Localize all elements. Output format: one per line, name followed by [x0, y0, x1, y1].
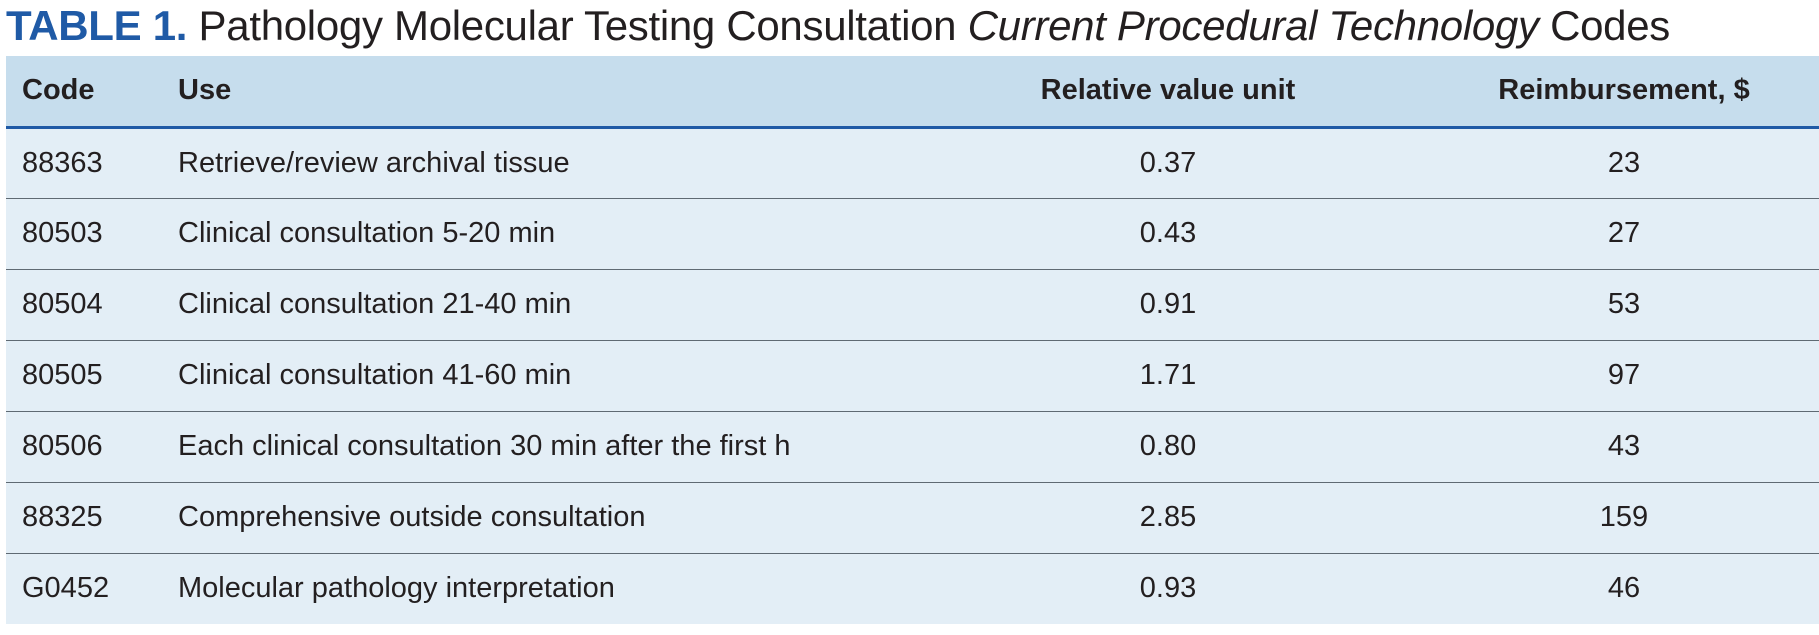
cpt-codes-table: Code Use Relative value unit Reimburseme… — [6, 56, 1819, 624]
table-row: 80506 Each clinical consultation 30 min … — [6, 411, 1819, 483]
cell-rvu: 0.43 — [907, 198, 1429, 270]
table-row: 80504 Clinical consultation 21-40 min 0.… — [6, 269, 1819, 341]
header-use: Use — [162, 56, 907, 129]
table-row: 88363 Retrieve/review archival tissue 0.… — [6, 127, 1819, 199]
cell-code: 80505 — [6, 340, 162, 412]
cell-code: 88363 — [6, 127, 162, 199]
cell-reimbursement: 53 — [1429, 269, 1819, 341]
table-row: 80503 Clinical consultation 5-20 min 0.4… — [6, 198, 1819, 270]
cell-rvu: 0.93 — [1139, 572, 1197, 605]
cell-code: 88325 — [6, 482, 162, 554]
table-row: G0452 Molecular pathology interpretation… — [6, 553, 1819, 624]
cell-reimbursement: 27 — [1429, 198, 1819, 270]
cell-use: Clinical consultation 5-20 min — [162, 198, 907, 270]
header-reimbursement: Reimbursement, $ — [1429, 56, 1819, 129]
cell-reimbursement: 46 — [1607, 572, 1641, 605]
cell-code: G0452 — [22, 572, 110, 605]
cell-reimbursement: 159 — [1429, 482, 1819, 554]
cell-use: Comprehensive outside consultation — [162, 482, 907, 554]
table-title: TABLE 1. Pathology Molecular Testing Con… — [6, 0, 1670, 54]
table-number: TABLE 1. — [6, 2, 188, 49]
cell-code: 80506 — [6, 411, 162, 483]
cell-reimbursement: 23 — [1429, 127, 1819, 199]
cell-use: Clinical consultation 21-40 min — [162, 269, 907, 341]
cell-rvu: 0.37 — [907, 127, 1429, 199]
cell-rvu: 0.80 — [907, 411, 1429, 483]
header-code: Code — [6, 56, 162, 129]
header-rvu: Relative value unit — [907, 56, 1429, 129]
cell-use: Each clinical consultation 30 min after … — [162, 411, 907, 483]
table-row: 88325 Comprehensive outside consultation… — [6, 482, 1819, 554]
title-text-end: Codes — [1550, 2, 1670, 49]
cell-use: Clinical consultation 41-60 min — [162, 340, 907, 412]
table-row: 80505 Clinical consultation 41-60 min 1.… — [6, 340, 1819, 412]
cell-rvu: 1.71 — [907, 340, 1429, 412]
cell-rvu: 0.91 — [907, 269, 1429, 341]
table-header-row: Code Use Relative value unit Reimburseme… — [6, 56, 1819, 129]
cell-use: Retrieve/review archival tissue — [162, 127, 907, 199]
cell-use: Molecular pathology interpretation — [178, 572, 615, 605]
cell-rvu: 2.85 — [907, 482, 1429, 554]
cell-code: 80504 — [6, 269, 162, 341]
title-text: Pathology Molecular Testing Consultation — [198, 2, 957, 49]
cell-reimbursement: 97 — [1429, 340, 1819, 412]
cell-code: 80503 — [6, 198, 162, 270]
cell-reimbursement: 43 — [1429, 411, 1819, 483]
title-italic-text: Current Procedural Technology — [967, 2, 1539, 49]
